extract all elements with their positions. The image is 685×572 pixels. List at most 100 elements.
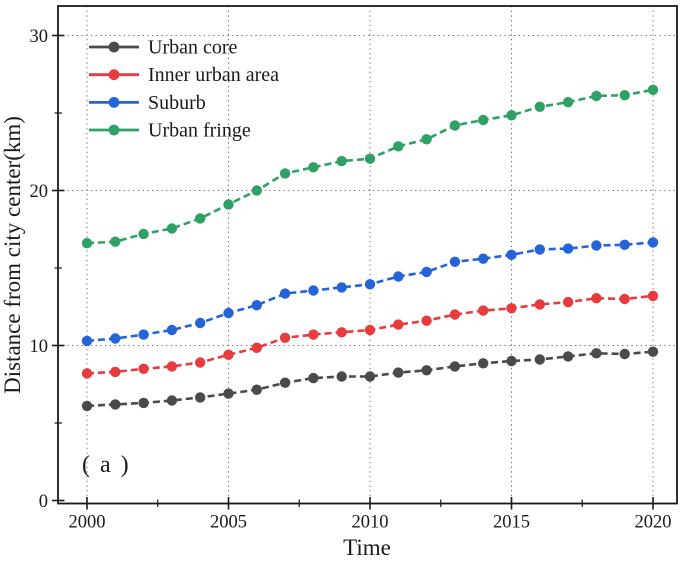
data-point-inner-urban-area-2011 — [393, 319, 404, 330]
data-point-urban-core-2006 — [251, 384, 262, 395]
data-point-urban-core-2019 — [619, 348, 630, 360]
plot-frame — [57, 5, 678, 505]
data-point-suburb-2004 — [195, 317, 206, 329]
data-point-inner-urban-area-2017 — [562, 296, 574, 308]
data-point-suburb-2018 — [591, 240, 602, 251]
data-point-inner-urban-area-2010 — [364, 324, 376, 336]
data-point-urban-core-2001 — [110, 399, 121, 410]
x-tick-label: 2010 — [352, 513, 389, 533]
data-point-suburb-2006 — [251, 300, 262, 311]
legend-marker-urban-core — [108, 41, 120, 53]
series-suburb — [81, 237, 659, 347]
legend-label-urban-fringe: Urban fringe — [148, 120, 251, 142]
data-point-suburb-2010 — [364, 279, 376, 290]
data-point-urban-core-2013 — [449, 361, 461, 372]
series-inner-urban-area — [81, 290, 659, 379]
axis-tick-labels: 2000 2005 2010 2015 2020 0 10 20 30 — [30, 27, 672, 533]
data-point-inner-urban-area-2007 — [279, 332, 291, 343]
data-point-urban-core-2009 — [336, 371, 347, 382]
data-point-urban-core-2017 — [562, 351, 574, 362]
data-point-urban-fringe-2018 — [591, 90, 602, 102]
data-point-urban-fringe-2011 — [393, 141, 404, 152]
data-point-inner-urban-area-2020 — [647, 290, 659, 302]
data-point-urban-core-2011 — [393, 367, 404, 378]
data-point-inner-urban-area-2013 — [449, 309, 461, 320]
data-point-suburb-2011 — [393, 271, 404, 282]
series-urban-core — [81, 346, 659, 412]
data-point-urban-fringe-2010 — [364, 153, 376, 164]
x-tick-label: 2005 — [210, 513, 247, 533]
data-point-urban-core-2002 — [138, 397, 149, 409]
data-point-urban-core-2018 — [591, 348, 602, 359]
x-tick-label: 2020 — [635, 513, 672, 533]
data-point-suburb-2008 — [308, 285, 319, 296]
data-point-suburb-2009 — [336, 282, 347, 293]
legend-item-urban-fringe: Urban fringe — [89, 120, 251, 142]
data-point-urban-core-2016 — [534, 354, 545, 365]
data-point-urban-fringe-2001 — [110, 236, 121, 247]
data-point-suburb-2013 — [449, 256, 461, 267]
legend-item-urban-core: Urban core — [89, 37, 238, 59]
data-point-suburb-2005 — [223, 307, 234, 319]
legend-label-urban-core: Urban core — [148, 37, 238, 59]
data-point-inner-urban-area-2001 — [110, 366, 121, 378]
data-point-suburb-2020 — [647, 237, 659, 248]
legend-item-suburb: Suburb — [89, 92, 206, 114]
data-point-urban-core-2015 — [506, 355, 517, 367]
legend-marker-urban-fringe — [108, 124, 120, 136]
data-point-urban-core-2005 — [223, 388, 234, 399]
data-point-urban-fringe-2019 — [619, 90, 630, 101]
data-point-inner-urban-area-2009 — [336, 327, 347, 338]
series-line-urban-core — [86, 350, 654, 408]
data-point-suburb-2019 — [619, 239, 630, 250]
data-point-urban-core-2003 — [166, 395, 178, 406]
data-point-inner-urban-area-2003 — [166, 361, 178, 372]
data-point-urban-core-2020 — [647, 346, 659, 357]
data-point-inner-urban-area-2000 — [81, 368, 93, 379]
data-point-urban-core-2000 — [81, 400, 93, 412]
data-point-urban-fringe-2020 — [647, 84, 659, 96]
data-point-suburb-2016 — [534, 244, 545, 255]
y-axis-title: Distance from city center(km) — [0, 116, 25, 394]
legend-label-inner-urban-area: Inner urban area — [148, 64, 279, 86]
data-point-inner-urban-area-2015 — [506, 303, 517, 314]
legend-marker-suburb — [108, 97, 120, 108]
data-point-urban-fringe-2017 — [562, 97, 574, 108]
data-point-urban-core-2004 — [195, 392, 206, 403]
data-point-suburb-2000 — [81, 335, 93, 347]
data-point-urban-fringe-2015 — [506, 110, 517, 121]
data-point-urban-fringe-2007 — [279, 168, 291, 179]
y-tick-label: 30 — [30, 27, 49, 47]
subplot-annotation: ( a ) — [82, 452, 131, 478]
y-tick-label: 0 — [39, 492, 48, 512]
data-point-suburb-2001 — [110, 333, 121, 344]
data-series — [81, 84, 659, 412]
data-point-inner-urban-area-2014 — [478, 305, 489, 316]
data-point-urban-core-2008 — [308, 372, 319, 384]
data-point-urban-fringe-2003 — [166, 223, 178, 234]
data-point-urban-fringe-2002 — [138, 228, 149, 240]
data-point-urban-fringe-2012 — [421, 134, 432, 145]
data-point-urban-fringe-2009 — [336, 155, 347, 167]
data-point-inner-urban-area-2008 — [308, 329, 319, 340]
axis-ticks — [52, 34, 654, 510]
data-point-suburb-2002 — [138, 329, 149, 340]
x-tick-label: 2000 — [69, 513, 106, 533]
data-point-urban-core-2012 — [421, 365, 432, 376]
data-point-inner-urban-area-2005 — [223, 349, 234, 360]
data-point-urban-fringe-2014 — [478, 114, 489, 126]
data-point-inner-urban-area-2004 — [195, 357, 206, 368]
x-axis-title: Time — [343, 535, 391, 560]
data-point-urban-core-2014 — [478, 358, 489, 369]
x-tick-label: 2015 — [493, 513, 530, 533]
data-point-inner-urban-area-2018 — [591, 293, 602, 304]
data-point-urban-fringe-2006 — [251, 185, 262, 196]
data-point-urban-fringe-2008 — [308, 162, 319, 173]
data-point-urban-core-2010 — [364, 371, 376, 382]
data-point-urban-core-2007 — [279, 377, 291, 388]
data-point-suburb-2003 — [166, 324, 178, 336]
y-tick-label: 20 — [30, 182, 49, 202]
data-point-suburb-2014 — [478, 253, 489, 264]
